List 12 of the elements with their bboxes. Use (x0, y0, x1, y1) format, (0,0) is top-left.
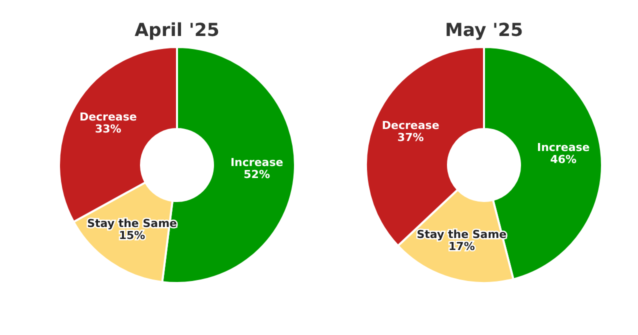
data-label: 15% (118, 229, 146, 242)
chart-title: May '25 (444, 20, 524, 41)
data-label: 37% (397, 131, 424, 144)
slice-label: Increase (536, 140, 590, 154)
slice-label: Decrease (382, 119, 440, 132)
chart-title: April '25 (134, 20, 220, 41)
data-label: 17% (448, 240, 475, 253)
slice-label: Increase (230, 156, 284, 170)
data-label: 46% (550, 152, 577, 166)
data-label: 52% (244, 168, 270, 182)
slice-label: Decrease (79, 110, 137, 124)
data-label: 33% (94, 122, 122, 136)
